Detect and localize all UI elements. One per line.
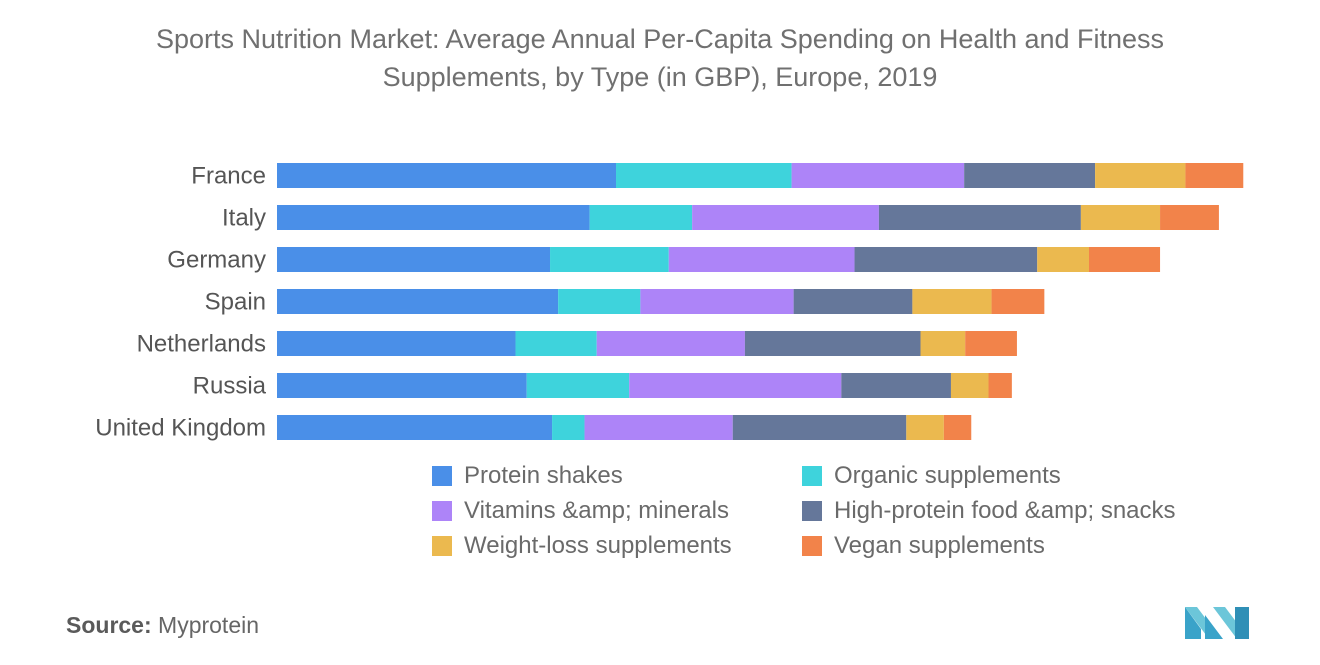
- bar-segment: [988, 373, 1012, 398]
- chart-title: Sports Nutrition Market: Average Annual …: [40, 20, 1280, 96]
- bar-segment: [515, 331, 597, 356]
- bar-segment: [1089, 247, 1161, 272]
- legend-item: Organic supplements: [802, 462, 1061, 490]
- bar-segment: [584, 415, 733, 440]
- legend-item: High-protein food &amp; snacks: [802, 497, 1176, 525]
- bar-segment: [732, 415, 907, 440]
- legend-swatch: [432, 466, 452, 486]
- bar-segment: [906, 415, 944, 440]
- bar-segment: [1037, 247, 1089, 272]
- chart-title-line-2: Supplements, by Type (in GBP), Europe, 2…: [382, 62, 938, 92]
- category-label: Netherlands: [137, 331, 266, 358]
- bar-segment: [791, 163, 965, 188]
- legend-label: Protein shakes: [464, 462, 623, 489]
- bar-segment: [668, 247, 855, 272]
- bar-segment: [550, 247, 669, 272]
- legend-item: Protein shakes: [432, 462, 623, 490]
- bar-segment: [277, 205, 590, 230]
- bar-segment: [596, 331, 745, 356]
- category-label: France: [191, 163, 266, 190]
- legend-swatch: [802, 466, 822, 486]
- chart-title-line-1: Sports Nutrition Market: Average Annual …: [155, 24, 1165, 54]
- category-label: Spain: [205, 289, 266, 316]
- bar-segment: [692, 205, 879, 230]
- bar-segment: [841, 373, 951, 398]
- bar-segment: [277, 247, 551, 272]
- bar-segment: [629, 373, 842, 398]
- source-note: Source: Myprotein: [66, 612, 259, 639]
- legend-swatch: [432, 501, 452, 521]
- legend-item: Weight-loss supplements: [432, 532, 732, 560]
- legend-label: Organic supplements: [834, 462, 1061, 489]
- bar-segment: [640, 289, 794, 314]
- source-label: Source:: [66, 612, 152, 638]
- legend-item: Vegan supplements: [802, 532, 1045, 560]
- bar-segment: [1095, 163, 1186, 188]
- source-value: Myprotein: [158, 612, 260, 638]
- company-logo-icon: [1185, 607, 1249, 639]
- bar-segment: [552, 415, 585, 440]
- legend-label: High-protein food &amp; snacks: [834, 497, 1176, 524]
- bar-segment: [277, 331, 516, 356]
- legend-swatch: [432, 536, 452, 556]
- bar-segment: [1160, 205, 1219, 230]
- bar-segment: [277, 415, 553, 440]
- bar-segment: [1080, 205, 1161, 230]
- bar-segment: [991, 289, 1045, 314]
- category-label: Germany: [167, 247, 266, 274]
- bar-segment: [277, 163, 617, 188]
- bar-segment: [793, 289, 913, 314]
- bar-segment: [558, 289, 641, 314]
- bar-segment: [277, 373, 527, 398]
- bar-segment: [878, 205, 1081, 230]
- bar-segment: [920, 331, 966, 356]
- legend-item: Vitamins &amp; minerals: [432, 497, 729, 525]
- legend-label: Vegan supplements: [834, 532, 1045, 559]
- legend-swatch: [802, 536, 822, 556]
- bar-segment: [526, 373, 630, 398]
- category-label: Italy: [222, 205, 266, 232]
- bar-segment: [912, 289, 992, 314]
- legend-swatch: [802, 501, 822, 521]
- bar-segment: [616, 163, 792, 188]
- bar-segment: [589, 205, 693, 230]
- bar-segment: [1185, 163, 1244, 188]
- bar-segment: [950, 373, 989, 398]
- bar-segment: [964, 163, 1096, 188]
- bar-segment: [965, 331, 1017, 356]
- legend-label: Weight-loss supplements: [464, 532, 732, 559]
- category-label: Russia: [193, 373, 267, 400]
- bar-segment: [277, 289, 559, 314]
- category-label: United Kingdom: [95, 415, 266, 442]
- bar-segment: [854, 247, 1038, 272]
- bar-segment: [943, 415, 972, 440]
- legend-label: Vitamins &amp; minerals: [464, 497, 729, 524]
- bar-segment: [744, 331, 921, 356]
